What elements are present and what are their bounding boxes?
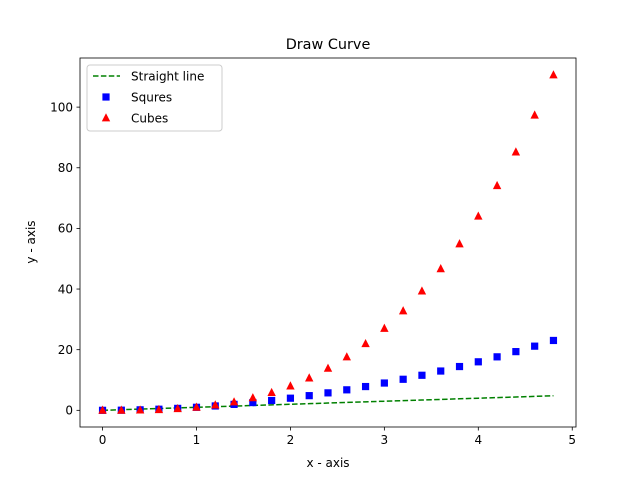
square-point: [249, 398, 257, 407]
axes-frame: [79, 57, 577, 428]
triangle-point: [417, 286, 427, 295]
triangle-point: [286, 381, 295, 390]
plot-area: [98, 70, 558, 414]
x-tick-label: 2: [287, 433, 295, 447]
square-point: [380, 379, 388, 387]
legend: Straight line Squres Cubes: [86, 64, 223, 132]
square-point: [531, 342, 539, 350]
square-point: [418, 371, 426, 379]
y-tick-label: 0: [65, 404, 73, 418]
axes: 0 1 2 3 4 5 0 20 40 60 80 100: [50, 57, 577, 447]
triangle-point: [211, 400, 220, 409]
legend-square-swatch: [102, 93, 110, 101]
triangle-point: [511, 147, 521, 156]
triangle-point: [398, 306, 408, 315]
triangle-point: [173, 403, 182, 413]
square-point: [474, 358, 482, 366]
square-point: [286, 394, 295, 402]
triangle-point: [492, 180, 502, 190]
x-tick-label: 5: [568, 433, 576, 447]
square-point: [399, 375, 407, 383]
square-point: [268, 396, 276, 405]
triangle-point: [549, 70, 558, 79]
triangle-point: [135, 405, 145, 414]
square-point: [512, 348, 520, 356]
square-point: [549, 336, 558, 345]
x-tick-label: 4: [474, 433, 482, 447]
square-point: [493, 353, 501, 361]
square-point: [361, 382, 370, 391]
triangle-point: [474, 211, 483, 220]
x-axis-label: x - axis: [306, 456, 349, 470]
square-point: [437, 367, 445, 375]
triangle-point: [361, 338, 370, 348]
triangle-point: [305, 373, 314, 382]
y-tick-label: 100: [50, 100, 73, 114]
triangle-point: [248, 393, 258, 402]
x-tick-label: 0: [99, 433, 107, 447]
triangle-point: [323, 363, 333, 372]
legend-label: Cubes: [131, 112, 168, 126]
y-tick-label: 80: [58, 161, 73, 175]
legend-label: Straight line: [131, 70, 204, 84]
triangle-point: [380, 323, 389, 332]
legend-triangle-swatch: [101, 113, 111, 122]
x-tick-label: 1: [193, 433, 201, 447]
y-tick-label: 20: [58, 343, 73, 357]
triangle-point: [98, 405, 107, 414]
triangle-point: [455, 239, 464, 248]
triangle-point: [342, 352, 351, 361]
y-axis-label: y - axis: [24, 220, 38, 263]
triangle-point: [154, 404, 164, 414]
y-tick-label: 60: [58, 222, 73, 236]
triangle-point: [267, 387, 276, 397]
square-point: [305, 392, 313, 400]
triangle-point: [530, 110, 539, 119]
square-point: [455, 362, 464, 371]
square-point: [324, 389, 332, 397]
triangle-point: [229, 397, 239, 406]
triangle-point: [436, 264, 445, 273]
legend-label: Squres: [131, 91, 172, 105]
y-tick-label: 40: [58, 282, 73, 296]
series-2: [98, 70, 558, 414]
legend-box: [86, 64, 223, 132]
triangle-point: [192, 402, 201, 411]
chart-title: Draw Curve: [286, 37, 371, 53]
triangle-point: [117, 405, 126, 414]
x-tick-label: 3: [381, 433, 389, 447]
square-point: [343, 386, 351, 394]
